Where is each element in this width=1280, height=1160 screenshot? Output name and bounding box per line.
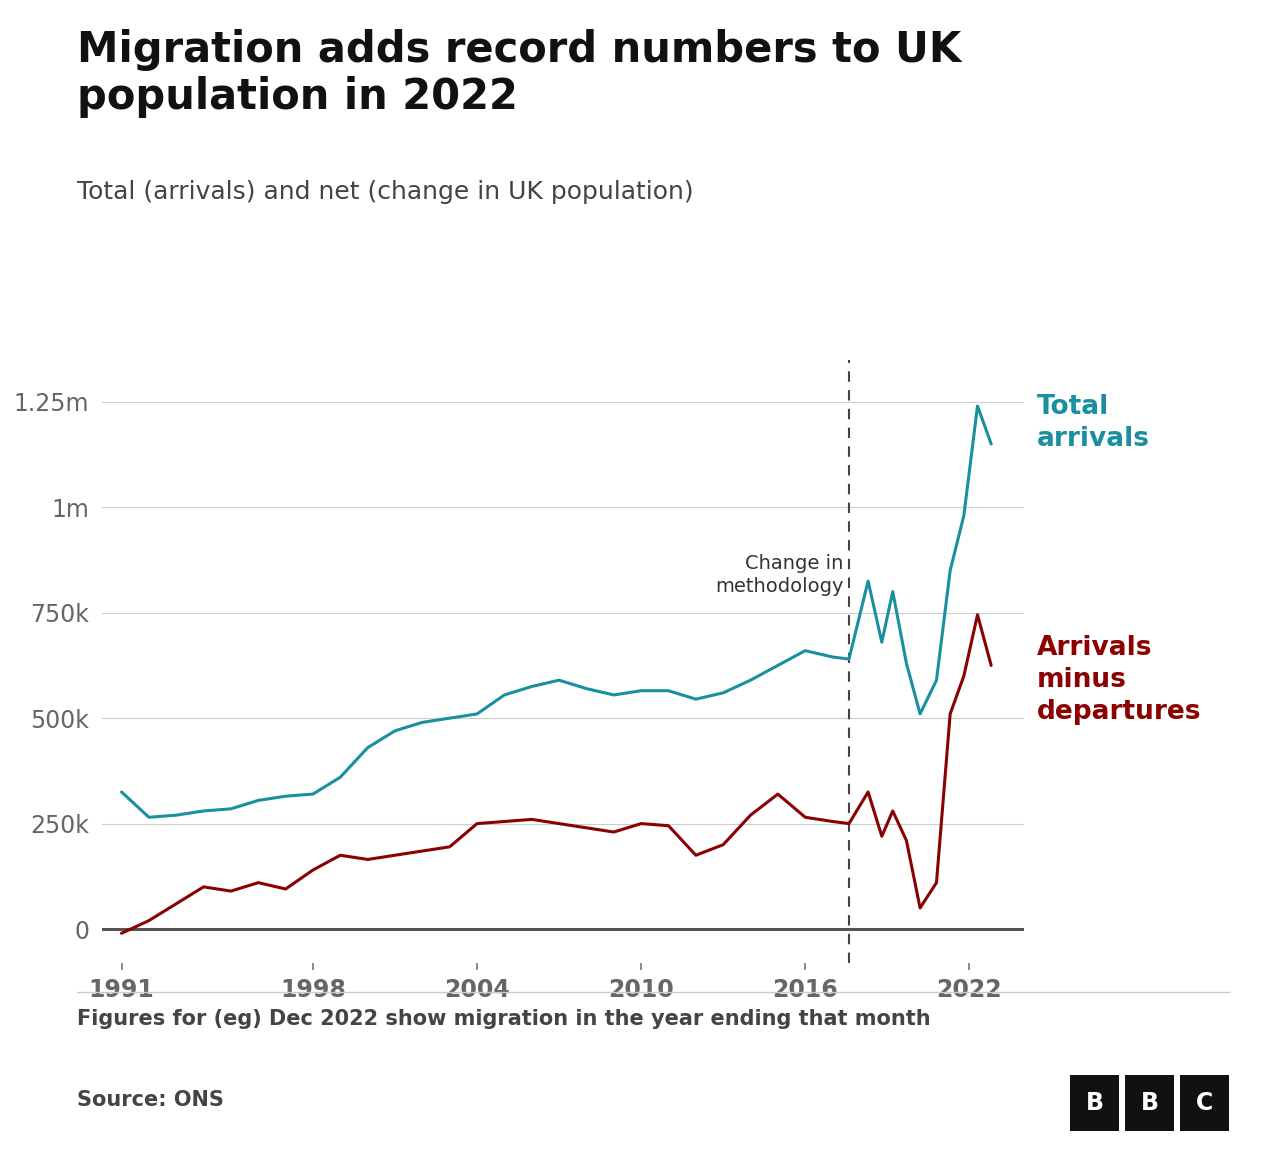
Text: B: B [1140,1092,1158,1115]
Text: Arrivals
minus
departures: Arrivals minus departures [1037,636,1202,725]
Text: Source: ONS: Source: ONS [77,1090,224,1110]
Text: Figures for (eg) Dec 2022 show migration in the year ending that month: Figures for (eg) Dec 2022 show migration… [77,1009,931,1029]
Text: C: C [1196,1092,1213,1115]
Text: B: B [1085,1092,1103,1115]
Text: Change in
methodology: Change in methodology [716,553,844,596]
Text: Migration adds record numbers to UK
population in 2022: Migration adds record numbers to UK popu… [77,29,961,118]
Text: Total (arrivals) and net (change in UK population): Total (arrivals) and net (change in UK p… [77,180,694,204]
Text: Total
arrivals: Total arrivals [1037,394,1149,452]
